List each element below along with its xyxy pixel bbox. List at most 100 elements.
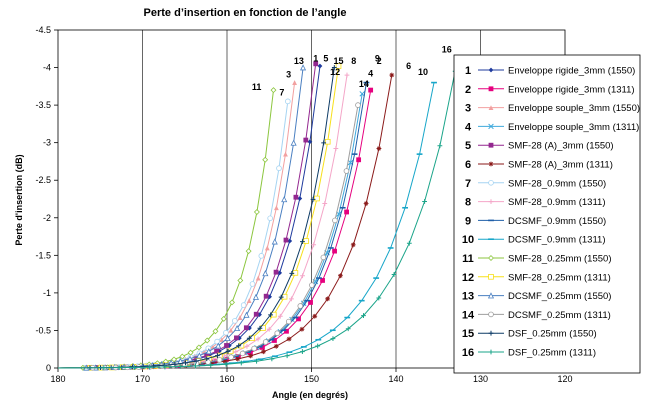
series-6-marker — [261, 349, 266, 355]
curve-label-15: 15 — [334, 56, 344, 66]
y-tick-label: -3.5 — [35, 100, 51, 110]
series-layer — [57, 61, 458, 371]
legend-swatch-marker — [488, 142, 494, 148]
y-tick-label: -3 — [43, 138, 51, 148]
series-14-marker — [355, 102, 361, 108]
legend-number: 3 — [465, 103, 471, 115]
curve-label-4: 4 — [368, 69, 373, 79]
y-tick-label: -4 — [43, 63, 51, 73]
series-11-marker — [229, 299, 236, 306]
series-16-marker — [116, 365, 122, 371]
series-7-marker — [249, 281, 256, 287]
series-16-marker — [238, 360, 244, 366]
series-15-marker — [257, 325, 263, 331]
curve-label-3: 3 — [286, 69, 291, 79]
series-15-marker — [310, 196, 316, 202]
series-13-marker — [281, 196, 288, 203]
legend-swatch-marker — [488, 123, 494, 130]
legend-number: 16 — [462, 347, 474, 359]
series-6-marker — [273, 343, 279, 349]
series-2-marker — [308, 300, 313, 305]
legend-entry-9: 9 DCSMF_0.9mm (1550) — [465, 215, 606, 227]
legend-entry-1: 1 Enveloppe rigide_3mm (1550) — [465, 65, 635, 77]
series-8-marker — [266, 326, 272, 332]
series-5-marker — [214, 348, 219, 354]
series-8-marker — [244, 343, 250, 349]
legend-label: SMF-28_0.25mm (1550) — [508, 254, 611, 265]
series-11-marker — [195, 344, 202, 351]
series-12-marker — [314, 195, 320, 202]
x-tick-label: 140 — [388, 374, 403, 384]
series-6-marker — [299, 326, 305, 332]
series-8-marker — [311, 242, 317, 248]
series-8-marker — [344, 72, 350, 78]
legend-swatch-marker — [488, 273, 494, 280]
series-3-marker — [228, 327, 234, 333]
x-axis-label: Angle (en degrés) — [272, 390, 348, 400]
series-15-marker — [215, 353, 220, 358]
legend-entry-10: 10 DCSMF_0.9mm (1311) — [462, 234, 606, 246]
legend-number: 4 — [465, 121, 472, 133]
series-1-marker — [247, 325, 252, 331]
series-13-marker — [300, 64, 307, 71]
legend-label: Enveloppe souple_3mm (1550) — [508, 103, 640, 114]
x-tick-label: 120 — [557, 374, 572, 384]
series-16-marker — [361, 313, 366, 318]
series-14-marker — [332, 217, 338, 224]
legend-number: 11 — [462, 253, 474, 265]
legend-label: DCSMF_0.9mm (1550) — [508, 216, 606, 227]
series-15-marker — [289, 270, 295, 276]
series-2-marker — [368, 87, 374, 93]
series-16-marker — [315, 343, 321, 349]
legend-swatch-marker — [488, 161, 494, 167]
series-7-marker — [214, 338, 220, 345]
series-5-marker — [303, 137, 309, 143]
x-tick-label: 160 — [219, 374, 234, 384]
series-14-marker — [216, 357, 223, 363]
series-5-marker — [283, 237, 289, 243]
legend-number: 12 — [462, 272, 474, 284]
series-16-marker — [269, 356, 275, 362]
series-2-marker — [296, 316, 301, 322]
series-8-marker — [333, 146, 339, 151]
legend-swatch-marker — [488, 86, 494, 92]
series-16-marker — [101, 365, 107, 371]
legend-label: DCSMF_0.25mm (1311) — [508, 310, 611, 321]
series-14-marker — [343, 168, 350, 174]
series-13-marker — [224, 334, 231, 342]
series-6-marker — [389, 72, 395, 78]
series-13-marker — [262, 270, 269, 277]
legend-swatch-marker — [488, 180, 494, 186]
legend-number: 13 — [462, 291, 474, 303]
series-11-marker — [270, 87, 277, 94]
series-7-marker — [223, 329, 229, 336]
x-tick-label: 130 — [473, 374, 488, 384]
series-15-marker — [183, 360, 188, 366]
series-1-marker — [236, 335, 242, 341]
y-axis-ticks: 0 -0.5 -1 -1.5 -2 -2.5 -3 -3.5 -4 -4.5 — [35, 25, 58, 373]
series-13-marker — [196, 352, 203, 359]
series-14-marker — [262, 339, 269, 345]
legend-number: 5 — [465, 140, 471, 152]
series-6-marker — [325, 296, 330, 302]
y-tick-label: -4.5 — [35, 25, 51, 35]
series-3-marker — [274, 205, 279, 211]
series-7-marker — [240, 302, 247, 308]
series-16-marker — [437, 143, 443, 149]
series-15-marker — [193, 358, 199, 364]
series-16-marker — [376, 295, 382, 301]
series-1-marker — [297, 196, 303, 201]
series-8-marker — [222, 353, 228, 359]
series-11-marker — [245, 248, 252, 255]
series-1-marker — [307, 139, 313, 145]
series-5-marker — [243, 325, 249, 331]
series-16-marker — [284, 353, 290, 359]
legend-number: 1 — [465, 65, 471, 77]
series-14-marker — [320, 254, 327, 261]
series-1-marker — [287, 238, 293, 244]
series-14-marker — [228, 354, 234, 360]
series-12-marker — [303, 238, 309, 244]
series-5-marker — [313, 61, 319, 67]
x-axis-ticks: 180 170 160 150 140 130 120 — [50, 368, 573, 384]
